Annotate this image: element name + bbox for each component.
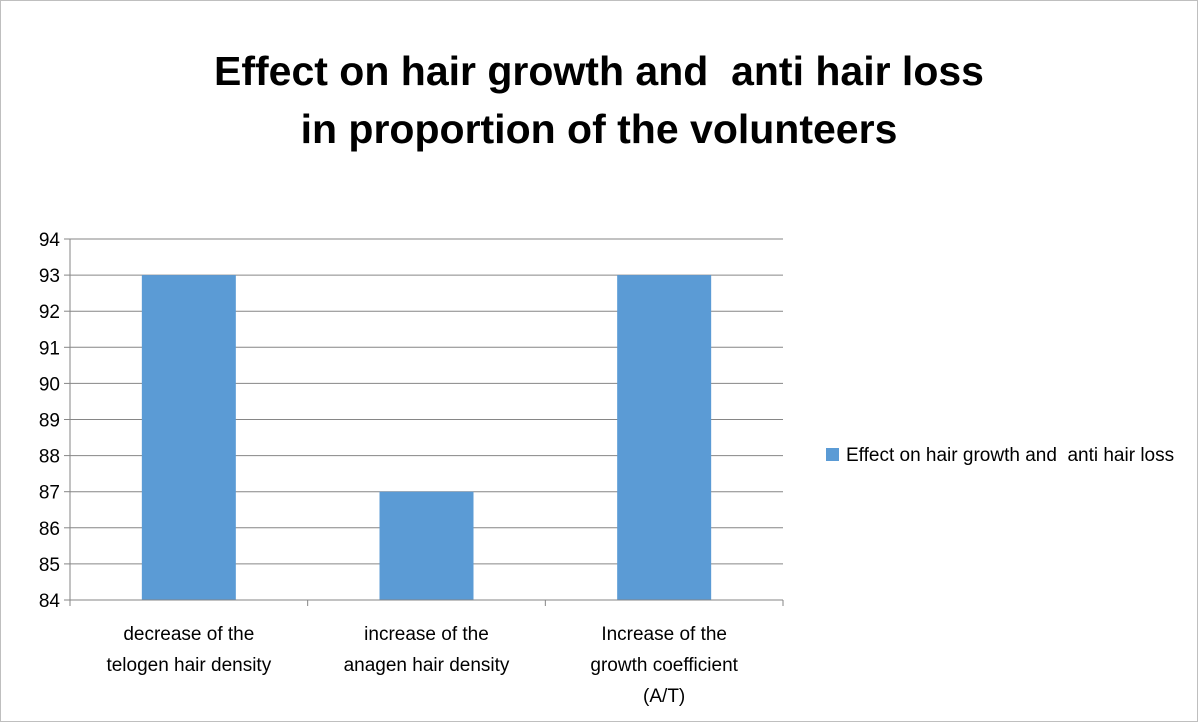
chart-title-line-2: in proportion of the volunteers (300, 106, 898, 152)
y-tick-label: 89 (39, 411, 60, 432)
y-tick-label: 93 (39, 266, 60, 287)
y-tick-label: 91 (39, 338, 60, 359)
x-category-label: decrease of the (123, 624, 254, 645)
legend-swatch (826, 448, 839, 461)
bar (617, 275, 712, 600)
y-tick-label: 88 (39, 447, 60, 468)
y-tick-label: 94 (39, 230, 61, 251)
x-category-label: telogen hair density (106, 655, 271, 676)
y-tick-label: 92 (39, 302, 60, 323)
y-tick-label: 85 (39, 555, 60, 576)
x-category-label: increase of the (364, 624, 489, 645)
x-category-label: Increase of the (601, 624, 727, 645)
y-tick-label: 87 (39, 483, 60, 504)
x-category-label: (A/T) (643, 686, 685, 707)
chart-title: Effect on hair growth and anti hair loss… (0, 42, 1198, 158)
bar (379, 491, 474, 600)
bar (141, 275, 236, 600)
y-tick-label: 90 (39, 374, 60, 395)
x-category-label: growth coefficient (590, 655, 738, 676)
chart-title-line-1: Effect on hair growth and anti hair loss (214, 48, 984, 94)
y-tick-label: 86 (39, 519, 60, 540)
legend-label: Effect on hair growth and anti hair loss (846, 445, 1175, 466)
x-category-label: anagen hair density (344, 655, 510, 676)
y-tick-label: 84 (39, 591, 61, 612)
